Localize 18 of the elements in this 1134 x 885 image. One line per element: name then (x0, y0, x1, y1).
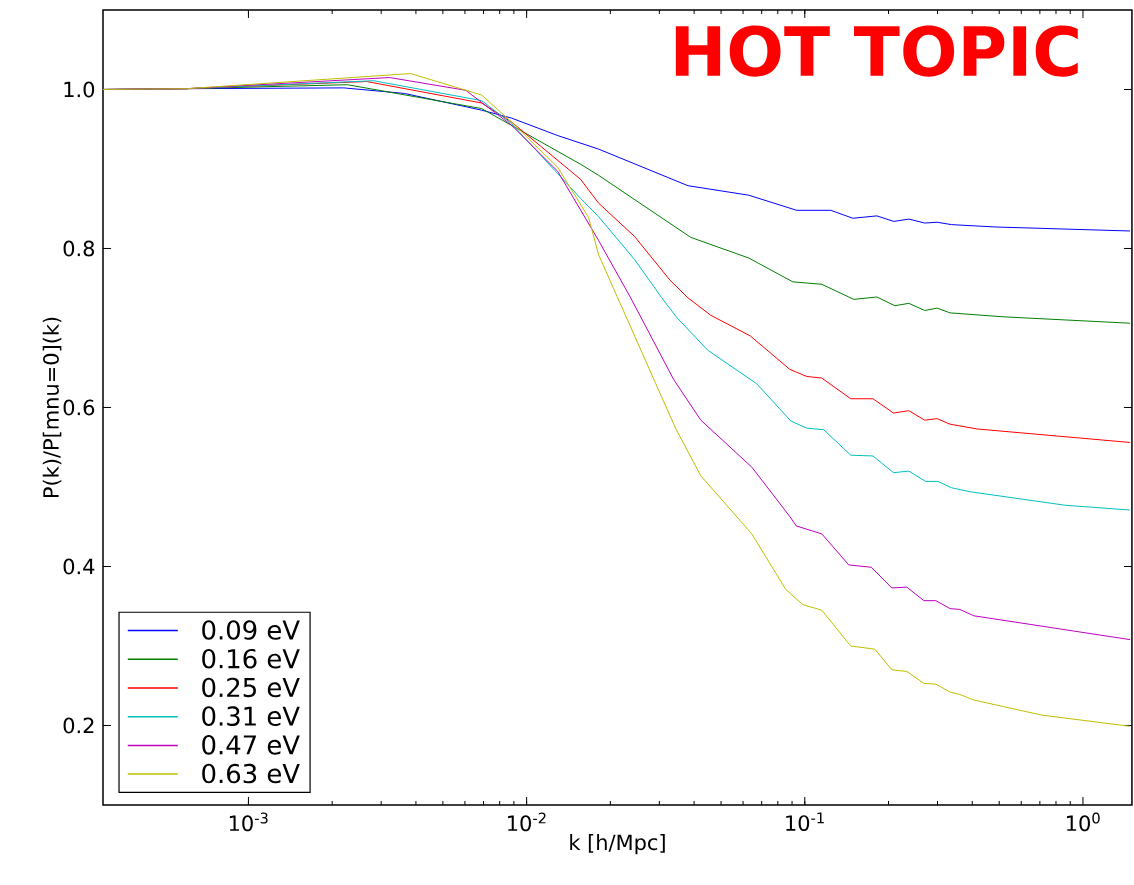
y-tick-label: 0.4 (63, 558, 95, 575)
x-axis-title: k [h/Mpc] (570, 834, 665, 855)
x-tick-label: 10$^{-2}$ (508, 812, 546, 832)
y-tick-label: 0.2 (63, 717, 94, 734)
y-tick-label: 0.8 (63, 240, 95, 257)
y-axis-title: P(k)/P[mnu=0](k) (42, 317, 62, 498)
x-tick-label: 10$^{0}$ (1067, 812, 1100, 832)
y-tick-label: 1.0 (64, 81, 95, 98)
legend-label: 0.31 eV (202, 706, 300, 726)
x-tick-label: 10$^{-1}$ (786, 812, 824, 831)
x-tick-label: 10$^{-3}$ (229, 812, 268, 832)
legend-label: 0.47 eV (202, 735, 300, 755)
legend-label: 0.09 eV (202, 620, 300, 640)
annotation: HOT TOPIC (675, 25, 1078, 77)
y-tick-label: 0.6 (63, 399, 95, 416)
legend-label: 0.16 eV (202, 648, 300, 669)
legend-label: 0.63 eV (202, 763, 300, 784)
legend-label: 0.25 eV (202, 677, 300, 698)
